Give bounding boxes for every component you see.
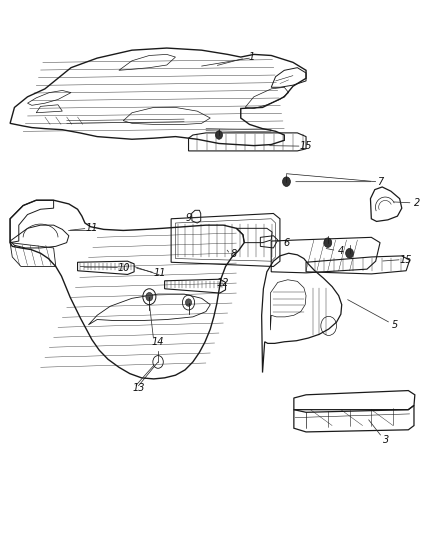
- Text: 4: 4: [338, 246, 344, 256]
- Text: 10: 10: [118, 263, 131, 272]
- Text: 5: 5: [392, 320, 399, 330]
- Text: 3: 3: [383, 435, 390, 446]
- Text: 11: 11: [85, 223, 98, 233]
- Text: 6: 6: [283, 238, 290, 248]
- Text: 13: 13: [132, 383, 145, 393]
- Circle shape: [346, 248, 353, 258]
- Circle shape: [215, 131, 223, 139]
- Circle shape: [146, 293, 153, 301]
- Text: 7: 7: [377, 176, 383, 187]
- Text: 2: 2: [414, 198, 420, 208]
- Text: 11: 11: [153, 268, 166, 278]
- Text: 14: 14: [152, 337, 164, 348]
- Text: 15: 15: [400, 255, 413, 264]
- Text: 15: 15: [300, 141, 312, 151]
- Circle shape: [185, 299, 191, 306]
- Circle shape: [324, 238, 332, 247]
- Text: 1: 1: [248, 52, 255, 62]
- Text: 12: 12: [216, 278, 229, 288]
- Text: 8: 8: [231, 249, 237, 260]
- Circle shape: [283, 177, 290, 187]
- Text: 9: 9: [185, 213, 192, 223]
